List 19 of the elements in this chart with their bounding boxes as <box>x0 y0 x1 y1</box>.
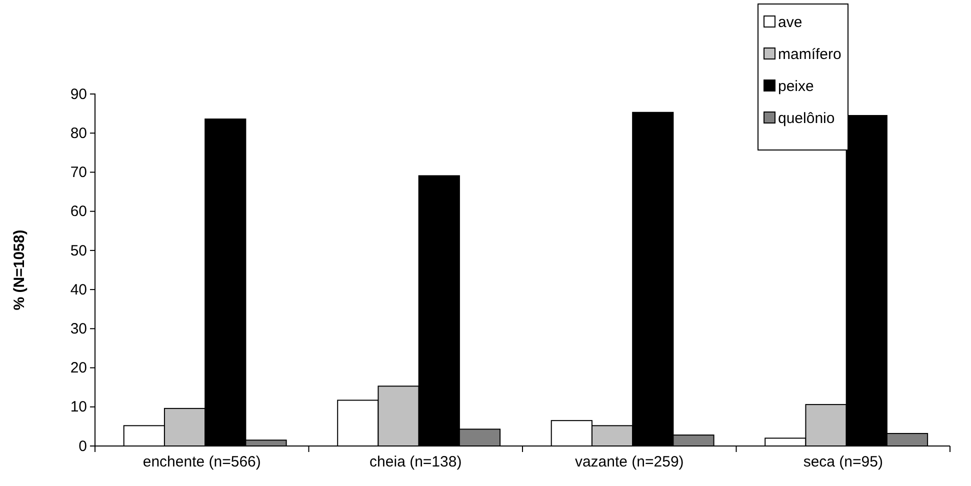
y-tick-label: 10 <box>70 398 87 416</box>
legend-label: mamífero <box>778 46 842 63</box>
y-tick-label: 0 <box>78 438 87 455</box>
y-axis-title: % (N=1058) <box>11 230 28 310</box>
y-tick-label: 90 <box>70 86 87 103</box>
y-tick-label: 20 <box>70 360 87 377</box>
x-tick-label: vazante (n=259) <box>574 454 684 471</box>
y-tick-label: 30 <box>70 320 87 338</box>
y-tick-label: 80 <box>70 124 87 142</box>
legend-label: peixe <box>778 78 814 95</box>
y-tick-label: 50 <box>70 242 87 260</box>
x-tick-label: cheia (n=138) <box>370 454 462 471</box>
y-tick-label: 70 <box>70 164 87 182</box>
legend-label: quelônio <box>778 110 835 127</box>
x-tick-label: seca (n=95) <box>803 454 883 471</box>
x-tick-label: enchente (n=566) <box>142 454 261 471</box>
y-tick-label: 40 <box>70 281 87 298</box>
y-tick-label: 60 <box>70 203 87 220</box>
legend-label: ave <box>778 14 802 31</box>
